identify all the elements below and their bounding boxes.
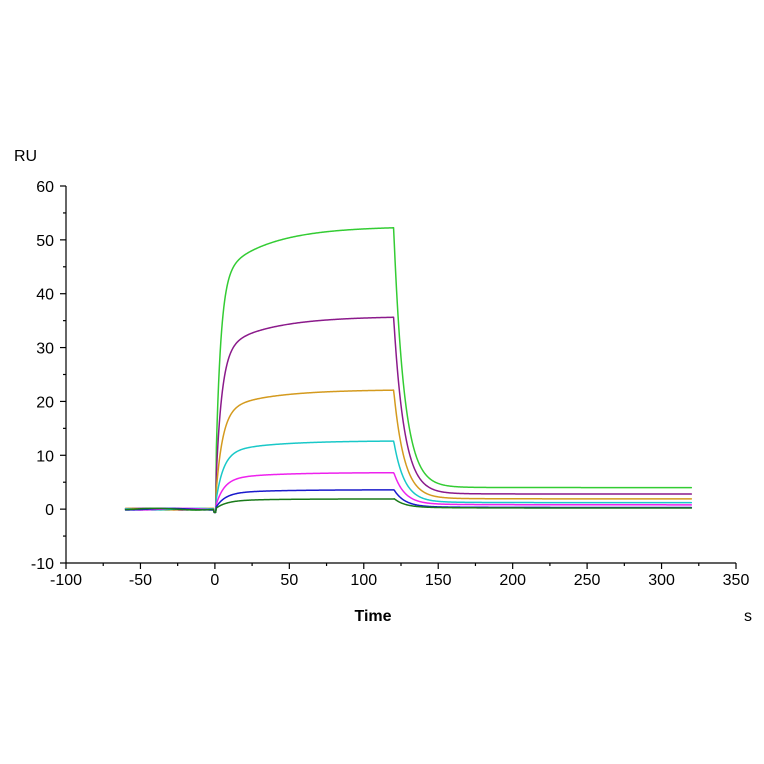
y-tick-label: 60 — [36, 179, 54, 196]
y-tick-label: 30 — [36, 341, 54, 358]
x-tick-label: 200 — [499, 572, 526, 589]
y-tick-label: 40 — [36, 287, 54, 304]
x-tick-label: 150 — [425, 572, 452, 589]
x-tick-label: -100 — [50, 572, 82, 589]
series-layer — [124, 227, 693, 514]
x-tick-label: 100 — [350, 572, 377, 589]
series-line-4 — [124, 440, 693, 514]
series-line-5 — [124, 471, 693, 514]
series-line-1 — [124, 227, 693, 514]
x-tick-label: 300 — [648, 572, 675, 589]
y-tick-label: 20 — [36, 394, 54, 411]
y-tick-label: 10 — [36, 448, 54, 465]
x-tick-label: 0 — [210, 572, 219, 589]
x-tick-label: 50 — [280, 572, 298, 589]
series-line-7 — [124, 498, 693, 514]
axes: -100 -50 0 50 100 150 200 250 300 350-10010203040… — [31, 179, 750, 589]
y-tick-label: -10 — [31, 556, 54, 573]
y-tick-label: 0 — [45, 502, 54, 519]
series-line-3 — [124, 389, 693, 514]
x-tick-label: 250 — [574, 572, 601, 589]
x-tick-label: 350 — [723, 572, 750, 589]
x-axis-unit: s — [744, 608, 752, 625]
x-tick-label: -50 — [129, 572, 152, 589]
series-line-2 — [124, 316, 693, 514]
y-tick-label: 50 — [36, 233, 54, 250]
y-axis-title: RU — [14, 148, 37, 165]
x-axis-title: Time — [354, 608, 391, 625]
